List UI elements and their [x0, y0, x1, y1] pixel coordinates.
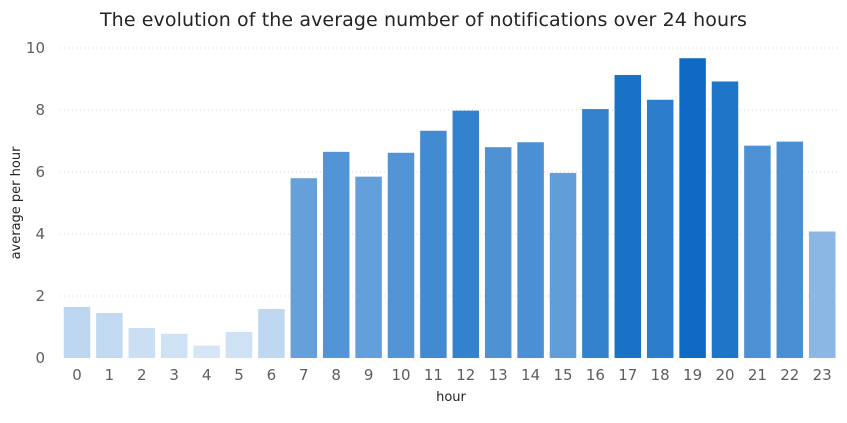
x-tick-label: 0: [72, 366, 82, 384]
bar-hour-5[interactable]: [225, 331, 253, 358]
y-tick-label: 10: [26, 39, 45, 57]
bar-hour-4[interactable]: [193, 345, 220, 358]
chart-title: The evolution of the average number of n…: [99, 9, 748, 31]
bar-hour-8[interactable]: [322, 151, 350, 358]
bar-hour-10[interactable]: [387, 152, 415, 358]
y-axis-title: average per hour: [9, 146, 24, 260]
x-tick-label: 1: [105, 366, 115, 384]
bar-hour-0[interactable]: [63, 306, 91, 358]
x-tick-label: 10: [391, 366, 410, 384]
bar-hour-9[interactable]: [355, 176, 382, 358]
x-tick-label: 6: [267, 366, 277, 384]
bar-hour-21[interactable]: [744, 145, 771, 358]
x-tick-label: 13: [489, 366, 508, 384]
y-tick-label: 8: [35, 101, 45, 119]
bar-hour-2[interactable]: [128, 327, 156, 358]
x-tick-label: 15: [553, 366, 572, 384]
bar-hour-22[interactable]: [776, 141, 804, 358]
x-tick-label: 21: [748, 366, 767, 384]
x-tick-label: 12: [456, 366, 475, 384]
bar-hour-17[interactable]: [614, 74, 642, 358]
y-tick-label: 2: [35, 287, 45, 305]
bar-hour-16[interactable]: [582, 109, 609, 358]
x-axis-ticks: 0 1 2 3 4 5 6 7 8 9 10 11 12 13 14 15 16 17 18 19 20 21 22 23: [72, 366, 832, 384]
x-tick-label: 20: [715, 366, 734, 384]
bar-hour-13[interactable]: [484, 147, 512, 358]
bar-hour-3[interactable]: [160, 333, 188, 358]
bar-hour-6[interactable]: [258, 309, 285, 358]
y-tick-label: 6: [35, 163, 45, 181]
x-tick-label: 3: [169, 366, 179, 384]
x-tick-label: 18: [651, 366, 670, 384]
x-tick-label: 16: [586, 366, 605, 384]
x-tick-label: 7: [299, 366, 309, 384]
y-axis-ticks: 0 2 4 6 8 10: [26, 39, 45, 367]
bar-hour-23[interactable]: [808, 231, 836, 358]
bar-hour-1[interactable]: [96, 313, 123, 358]
bar-hour-15[interactable]: [549, 172, 577, 358]
y-tick-label: 0: [35, 349, 45, 367]
x-tick-label: 14: [521, 366, 540, 384]
bar-hour-14[interactable]: [517, 142, 544, 358]
x-tick-label: 5: [234, 366, 244, 384]
bar-hour-12[interactable]: [452, 110, 480, 359]
bar-hour-19[interactable]: [679, 58, 706, 358]
bar-hour-20[interactable]: [711, 81, 739, 358]
x-tick-label: 19: [683, 366, 702, 384]
x-axis-title: hour: [436, 390, 466, 405]
x-tick-label: 9: [364, 366, 374, 384]
bar-hour-7[interactable]: [290, 178, 318, 358]
x-tick-label: 8: [331, 366, 341, 384]
x-tick-label: 23: [813, 366, 832, 384]
x-tick-label: 4: [202, 366, 212, 384]
x-tick-label: 22: [780, 366, 799, 384]
x-tick-label: 2: [137, 366, 147, 384]
bar-hour-18[interactable]: [646, 99, 674, 359]
x-tick-label: 17: [618, 366, 637, 384]
y-tick-label: 4: [35, 225, 45, 243]
bars: [63, 58, 836, 359]
bar-hour-11[interactable]: [420, 130, 447, 358]
x-tick-label: 11: [424, 366, 443, 384]
